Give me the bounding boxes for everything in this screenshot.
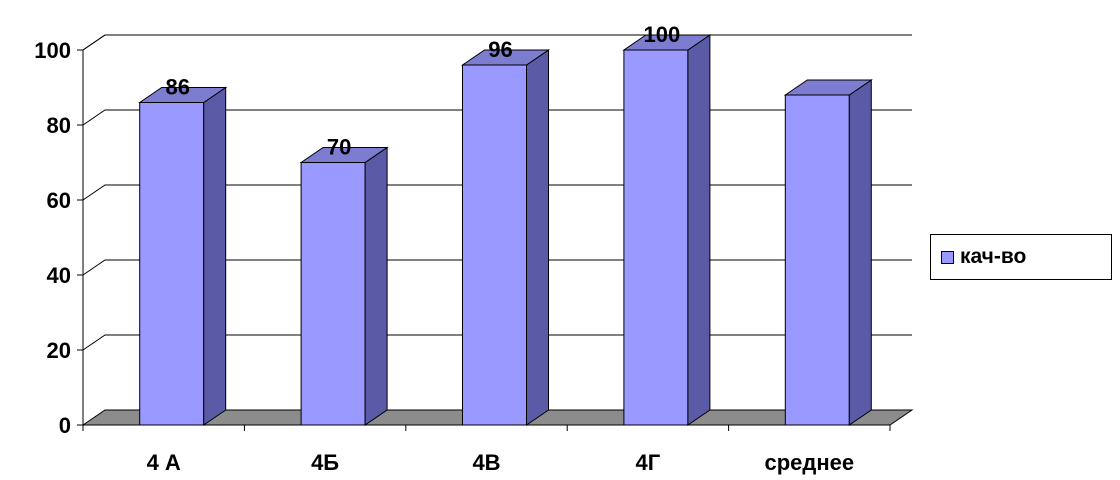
labels: 86 4 А 70 4Б 96 4В 100 4Г среднее xyxy=(147,22,855,475)
x-tick-label: 4 А xyxy=(147,450,181,475)
bar-side xyxy=(203,86,227,426)
y-tick-label: 80 xyxy=(47,113,71,138)
x-tick-label: 4В xyxy=(472,450,500,475)
bar-front xyxy=(139,102,205,426)
bar xyxy=(138,86,228,426)
bar xyxy=(460,49,551,426)
bar-top xyxy=(138,87,228,103)
bars xyxy=(138,34,873,426)
legend: кач-во xyxy=(930,234,1112,280)
bar-top xyxy=(783,79,873,96)
bar-front xyxy=(300,162,366,426)
bar-front xyxy=(784,94,850,426)
x-tick-label: 4Б xyxy=(311,450,339,475)
bar xyxy=(622,34,712,426)
data-label: 96 xyxy=(488,37,512,62)
data-label: 100 xyxy=(644,22,681,47)
legend-swatch xyxy=(941,250,954,264)
y-tick-label: 0 xyxy=(59,413,71,438)
bar-top xyxy=(460,49,551,66)
bar-side xyxy=(848,79,872,426)
y-axis-depth-line xyxy=(82,34,106,51)
data-label: 70 xyxy=(327,135,351,160)
bar-top xyxy=(622,34,712,51)
bar-front xyxy=(462,64,527,426)
legend-label: кач-во xyxy=(960,245,1027,268)
bar-side xyxy=(687,34,711,426)
data-label: 86 xyxy=(165,75,189,100)
bar-side xyxy=(364,146,388,426)
y-tick-label: 100 xyxy=(34,38,71,63)
y-tick-label: 20 xyxy=(47,338,71,363)
y-tick-label: 60 xyxy=(47,188,71,213)
axes: 0 20 40 60 80 100 xyxy=(34,34,891,438)
bar-front xyxy=(623,49,689,426)
x-tick-label: среднее xyxy=(764,450,854,475)
bar xyxy=(783,79,873,426)
bar-side xyxy=(526,49,549,426)
x-tick-label: 4Г xyxy=(636,450,661,475)
y-tick-label: 40 xyxy=(47,263,71,288)
bar-top xyxy=(299,147,389,163)
bar xyxy=(299,146,389,426)
